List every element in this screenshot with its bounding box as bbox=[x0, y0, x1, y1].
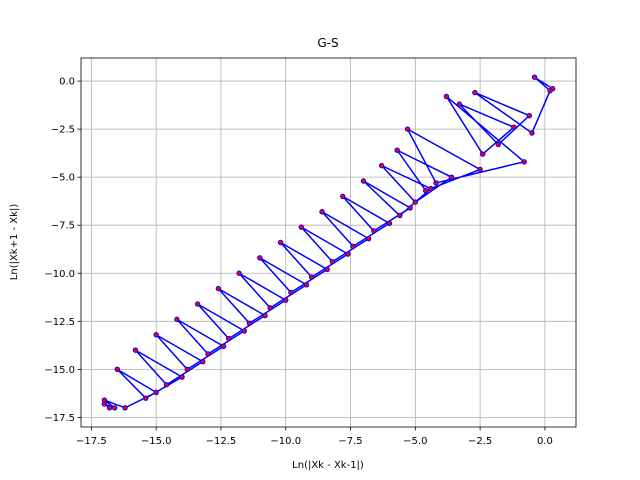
data-point bbox=[262, 312, 268, 319]
x-tick-label: −17.5 bbox=[76, 436, 107, 447]
data-point bbox=[241, 328, 247, 334]
x-tick-label: −12.5 bbox=[206, 436, 237, 447]
x-tick-label: −7.5 bbox=[338, 436, 362, 447]
x-tick-label: −10.0 bbox=[270, 436, 301, 447]
data-point bbox=[531, 74, 538, 80]
data-point bbox=[371, 228, 377, 234]
data-point bbox=[174, 316, 180, 323]
data-point bbox=[412, 199, 419, 205]
data-point bbox=[433, 180, 439, 186]
data-point bbox=[101, 401, 108, 407]
data-point bbox=[215, 285, 222, 292]
data-point bbox=[267, 305, 273, 311]
data-point bbox=[404, 126, 411, 132]
data-point bbox=[529, 130, 535, 136]
data-point bbox=[443, 93, 450, 100]
data-point bbox=[257, 255, 263, 261]
data-point bbox=[495, 141, 501, 148]
y-tick-label: −15.0 bbox=[44, 365, 75, 376]
x-axis-label: Ln(|Xk - Xk-1|) bbox=[292, 460, 364, 471]
y-tick-label: 0.0 bbox=[59, 77, 75, 88]
data-point bbox=[511, 124, 517, 130]
data-point bbox=[319, 209, 325, 215]
data-point bbox=[226, 335, 232, 342]
y-tick-label: −5.0 bbox=[51, 173, 75, 184]
y-axis-label: Ln(|Xk+1 - Xk|) bbox=[9, 204, 20, 281]
data-point bbox=[184, 366, 190, 373]
axes-frame bbox=[80, 57, 577, 428]
data-point bbox=[378, 162, 385, 169]
data-point bbox=[350, 243, 356, 250]
data-point bbox=[288, 289, 294, 296]
data-point bbox=[428, 185, 434, 192]
data-point bbox=[205, 351, 211, 357]
data-point bbox=[153, 389, 159, 396]
x-tick-label: −5.0 bbox=[403, 436, 427, 447]
y-tick-label: −17.5 bbox=[44, 413, 75, 424]
data-point bbox=[153, 332, 159, 338]
data-point bbox=[521, 159, 527, 165]
data-point bbox=[236, 270, 242, 276]
data-point bbox=[360, 178, 367, 184]
data-point bbox=[340, 193, 346, 200]
data-point bbox=[143, 395, 149, 401]
data-point bbox=[477, 166, 483, 173]
data-point bbox=[394, 147, 400, 153]
data-point bbox=[303, 282, 310, 288]
y-tick-label: −12.5 bbox=[44, 317, 75, 328]
data-point bbox=[132, 347, 139, 353]
data-point bbox=[324, 266, 330, 273]
data-point bbox=[480, 151, 486, 157]
data-point bbox=[194, 301, 201, 307]
y-tick-label: −7.5 bbox=[51, 221, 75, 232]
data-point bbox=[397, 212, 403, 219]
data-point bbox=[386, 220, 393, 226]
data-point bbox=[106, 405, 113, 411]
data-point bbox=[456, 101, 463, 107]
data-point bbox=[283, 297, 289, 303]
data-point bbox=[163, 382, 170, 388]
data-point bbox=[220, 343, 227, 349]
data-point bbox=[277, 239, 284, 246]
ticks: −17.5 −15.0 −12.5 −10.0 −7.5 −5.0 −2.5 0.0 −17.5… bbox=[44, 77, 553, 447]
x-tick-label: −2.5 bbox=[468, 436, 492, 447]
y-tick-label: −10.0 bbox=[44, 269, 75, 280]
data-point bbox=[472, 89, 478, 96]
data-point bbox=[298, 224, 304, 230]
data-point bbox=[345, 251, 351, 257]
data-point bbox=[365, 235, 372, 242]
y-tick-label: −2.5 bbox=[51, 125, 75, 136]
x-tick-label: 0.0 bbox=[537, 436, 553, 447]
data-point bbox=[111, 405, 118, 411]
data-point bbox=[122, 405, 128, 411]
x-tick-label: −15.0 bbox=[141, 436, 172, 447]
data-point bbox=[526, 112, 533, 119]
data-point bbox=[448, 174, 455, 180]
data-point bbox=[407, 205, 413, 211]
chart-title: G-S bbox=[317, 36, 338, 50]
data-point bbox=[329, 259, 336, 265]
data-point bbox=[422, 187, 429, 194]
data-point bbox=[308, 274, 315, 280]
data-point bbox=[114, 366, 120, 373]
data-point bbox=[246, 320, 253, 326]
data-point bbox=[179, 374, 185, 380]
data-point bbox=[200, 358, 206, 365]
plot bbox=[101, 74, 556, 411]
data-point bbox=[547, 87, 553, 94]
